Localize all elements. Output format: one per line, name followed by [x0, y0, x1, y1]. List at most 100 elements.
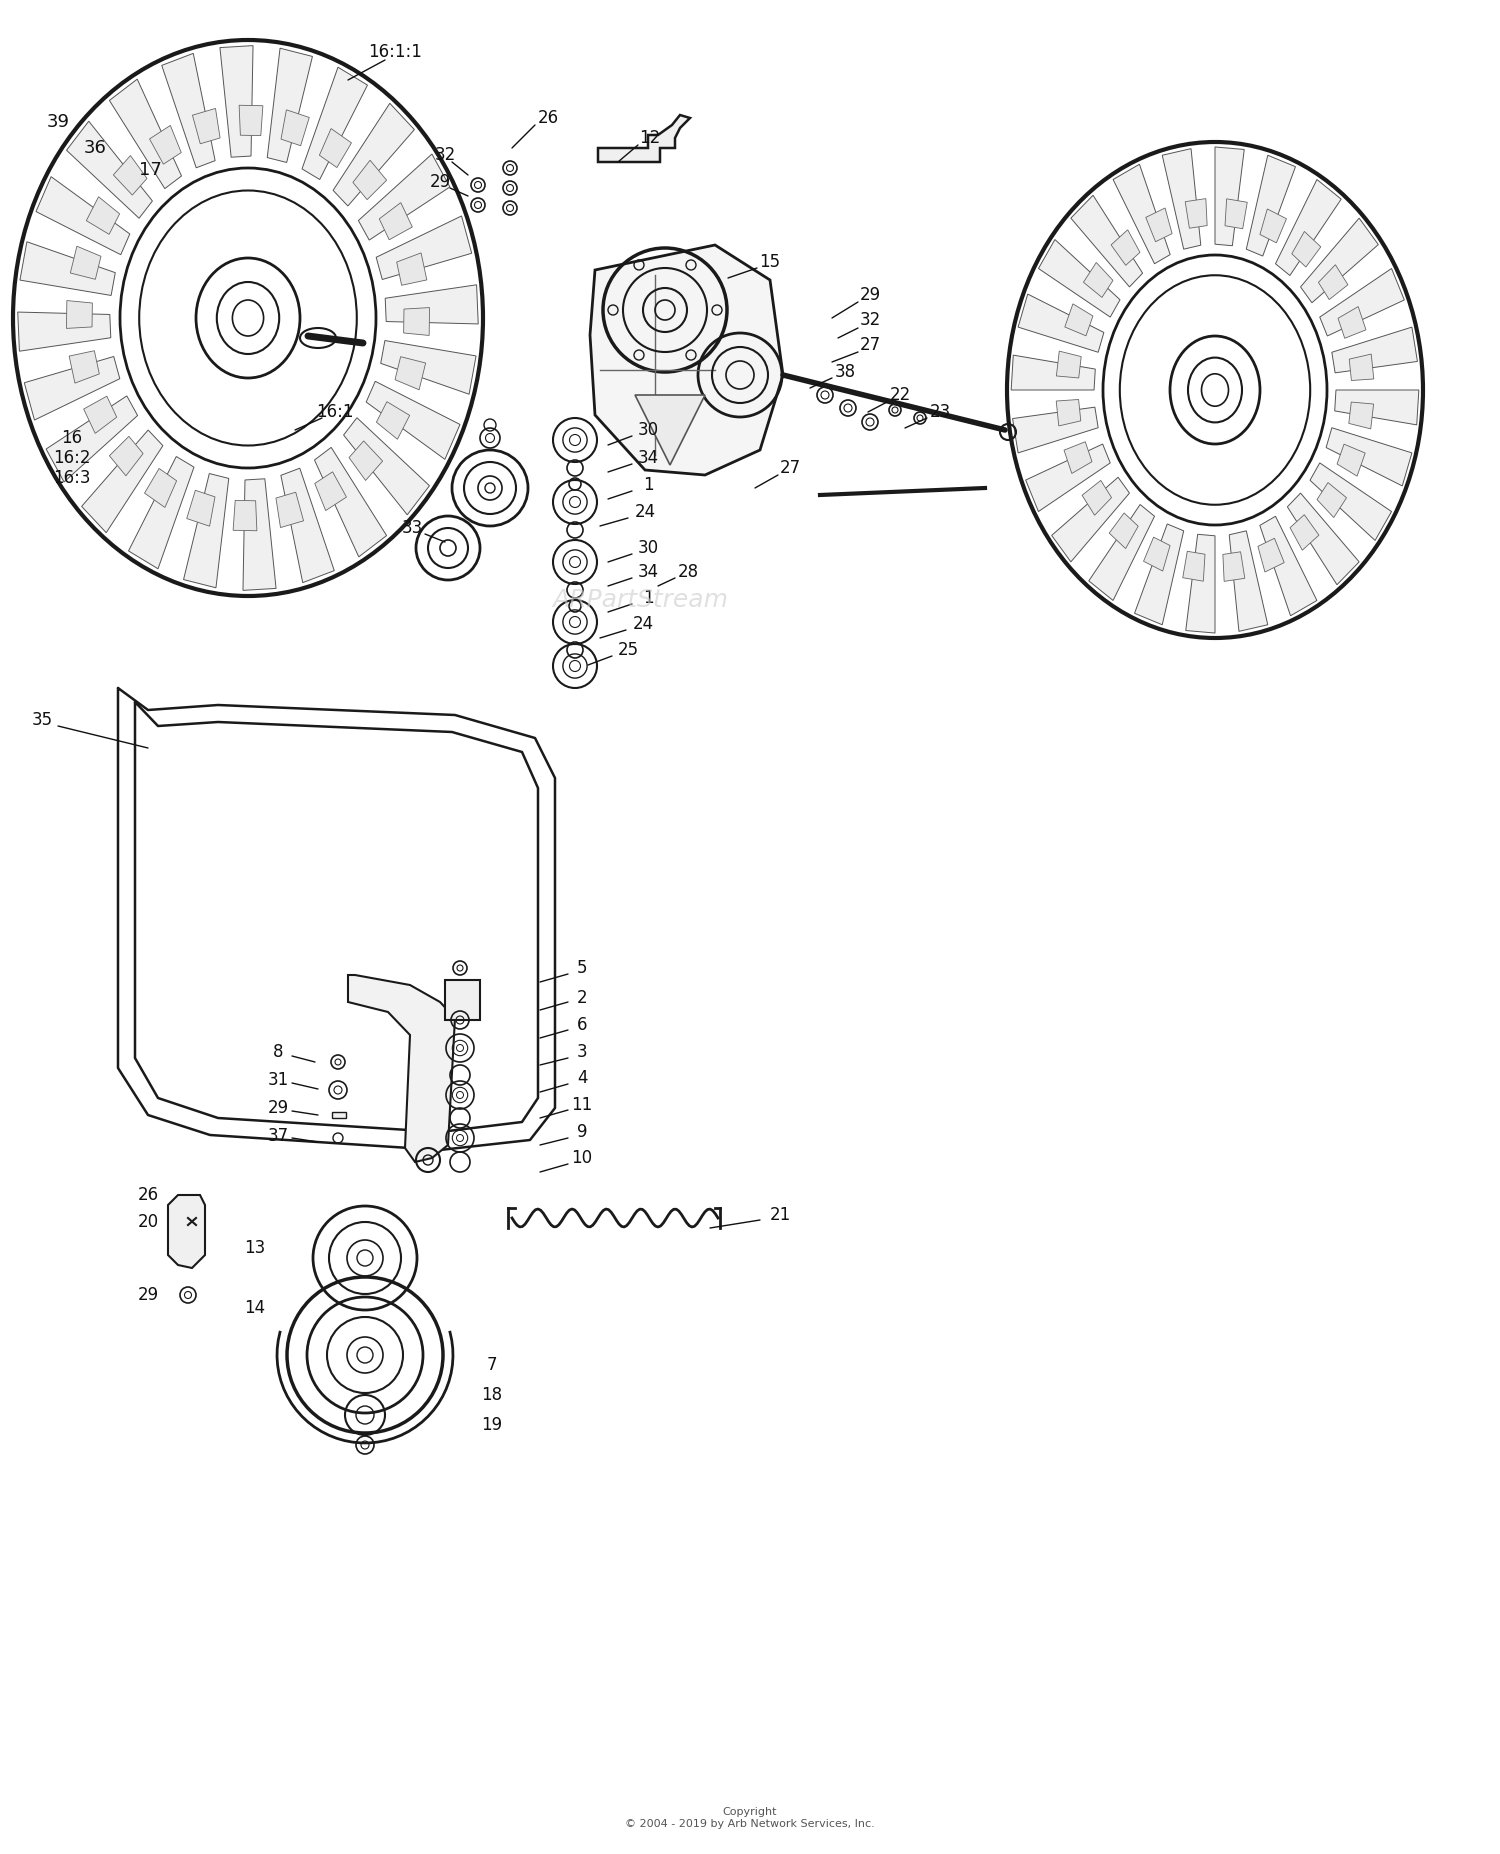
Text: 16:3: 16:3 [54, 469, 90, 488]
Text: 8: 8 [273, 1044, 284, 1060]
Polygon shape [366, 382, 460, 460]
Polygon shape [1065, 304, 1094, 336]
Polygon shape [386, 286, 478, 324]
Polygon shape [183, 473, 230, 588]
Text: 26: 26 [537, 109, 558, 128]
Text: 38: 38 [834, 363, 855, 382]
Polygon shape [1228, 530, 1268, 632]
Polygon shape [1317, 482, 1347, 517]
Text: 34: 34 [638, 449, 658, 467]
Polygon shape [1056, 399, 1082, 426]
Polygon shape [1052, 476, 1130, 562]
Polygon shape [243, 478, 276, 590]
Polygon shape [396, 252, 427, 286]
Polygon shape [66, 121, 153, 219]
Polygon shape [1348, 402, 1374, 428]
Polygon shape [267, 48, 312, 163]
Polygon shape [320, 128, 351, 167]
Polygon shape [1300, 219, 1378, 302]
Polygon shape [1222, 552, 1245, 582]
Text: 24: 24 [634, 502, 656, 521]
Polygon shape [315, 471, 346, 510]
Text: 6: 6 [576, 1016, 588, 1035]
Polygon shape [1336, 445, 1365, 476]
Polygon shape [1318, 265, 1348, 300]
Text: 4: 4 [576, 1070, 588, 1086]
Text: 36: 36 [84, 139, 106, 158]
Text: Copyright
© 2004 - 2019 by Arb Network Services, Inc.: Copyright © 2004 - 2019 by Arb Network S… [626, 1808, 874, 1828]
Text: 34: 34 [638, 564, 658, 580]
Polygon shape [220, 46, 254, 158]
Text: 32: 32 [435, 146, 456, 163]
Polygon shape [333, 104, 414, 206]
Polygon shape [1275, 180, 1341, 276]
Polygon shape [1332, 326, 1418, 373]
Text: 14: 14 [244, 1300, 266, 1316]
Text: 27: 27 [859, 336, 880, 354]
Text: 29: 29 [859, 286, 880, 304]
Polygon shape [1292, 232, 1322, 267]
Polygon shape [276, 493, 303, 528]
Polygon shape [1011, 356, 1095, 389]
Polygon shape [150, 126, 182, 165]
Polygon shape [81, 430, 164, 532]
Polygon shape [1013, 408, 1098, 452]
Polygon shape [1108, 514, 1138, 549]
Text: 11: 11 [572, 1096, 592, 1114]
Text: 16:1: 16:1 [316, 402, 354, 421]
Text: 33: 33 [402, 519, 423, 538]
Polygon shape [1226, 198, 1248, 228]
Bar [332, 1112, 346, 1118]
Text: 29: 29 [429, 172, 450, 191]
Polygon shape [232, 501, 256, 530]
Polygon shape [634, 395, 705, 465]
Polygon shape [1056, 350, 1082, 378]
Text: 28: 28 [678, 564, 699, 580]
Text: 17: 17 [138, 161, 162, 180]
Polygon shape [358, 154, 450, 239]
Polygon shape [1143, 538, 1170, 571]
Polygon shape [162, 54, 214, 169]
Polygon shape [1089, 504, 1155, 601]
Text: 2: 2 [576, 988, 588, 1007]
Polygon shape [350, 441, 382, 480]
Polygon shape [1290, 515, 1318, 551]
Polygon shape [1320, 269, 1404, 336]
Text: 30: 30 [638, 540, 658, 556]
Polygon shape [381, 341, 476, 395]
Polygon shape [590, 245, 783, 475]
Polygon shape [18, 311, 111, 350]
Polygon shape [280, 469, 334, 582]
Polygon shape [348, 975, 454, 1162]
Polygon shape [1260, 210, 1287, 243]
Text: 29: 29 [267, 1099, 288, 1116]
Polygon shape [1260, 515, 1317, 616]
Polygon shape [1326, 428, 1412, 486]
Polygon shape [87, 197, 120, 234]
Polygon shape [144, 469, 177, 508]
Text: 15: 15 [759, 252, 780, 271]
Text: 18: 18 [482, 1387, 502, 1403]
Polygon shape [1082, 480, 1112, 515]
Polygon shape [380, 202, 412, 239]
Text: 35: 35 [32, 710, 53, 729]
Text: 29: 29 [138, 1287, 159, 1303]
Polygon shape [129, 456, 194, 569]
Text: 12: 12 [639, 130, 660, 146]
Polygon shape [1112, 230, 1140, 265]
Polygon shape [24, 356, 120, 421]
Text: 20: 20 [138, 1213, 159, 1231]
Polygon shape [1182, 551, 1204, 580]
Polygon shape [315, 447, 387, 556]
Text: 7: 7 [486, 1355, 496, 1374]
Polygon shape [1038, 239, 1120, 317]
Polygon shape [1348, 354, 1374, 380]
Text: 27: 27 [780, 460, 801, 476]
Text: 21: 21 [770, 1205, 790, 1224]
Polygon shape [376, 215, 471, 280]
Polygon shape [1338, 306, 1366, 337]
Text: 3: 3 [576, 1044, 588, 1060]
Polygon shape [1134, 525, 1184, 625]
Text: 1: 1 [642, 590, 654, 606]
Text: 10: 10 [572, 1149, 592, 1166]
